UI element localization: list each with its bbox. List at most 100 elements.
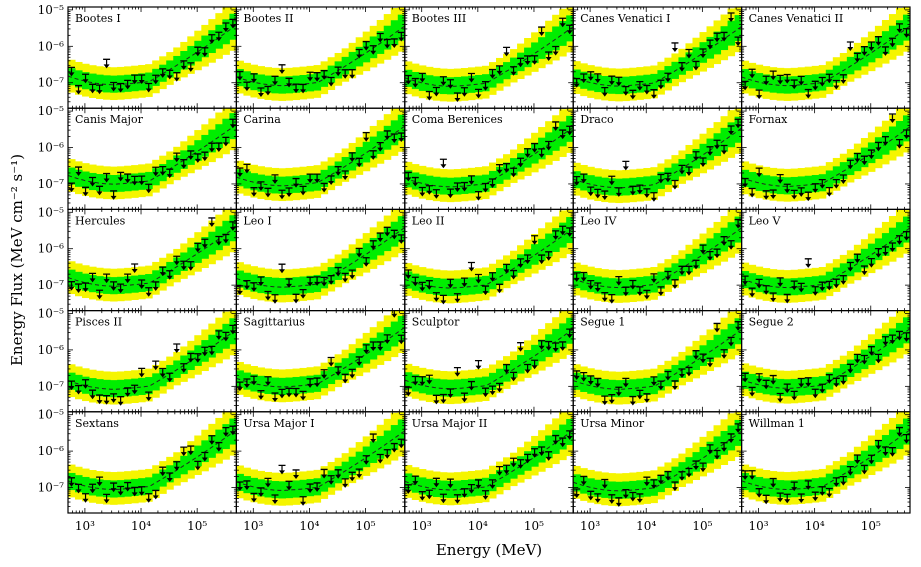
upper-limit-marker	[566, 328, 574, 339]
upper-limit-marker	[783, 383, 791, 394]
upper-limit-marker	[103, 273, 111, 284]
upper-limit-marker	[587, 375, 595, 385]
sigma1-band-bin	[355, 248, 364, 268]
sigma1-band-bin	[755, 476, 764, 495]
upper-limit-marker	[524, 148, 532, 158]
x-tick-label: 10⁴	[636, 519, 656, 533]
upper-limit-marker	[117, 82, 125, 93]
upper-limit-marker	[397, 438, 405, 449]
panel-canes-venatici-ii: Canes Venatici II	[740, 6, 911, 109]
upper-limit-marker	[727, 125, 735, 135]
upper-limit-marker	[839, 375, 847, 385]
upper-limit-marker	[496, 164, 504, 174]
upper-limit-marker	[383, 449, 391, 459]
upper-limit-marker	[545, 140, 553, 151]
upper-limit-marker	[313, 72, 321, 82]
upper-limit-marker	[762, 75, 770, 86]
panel-ursa-minor: Ursa Minor	[572, 411, 743, 514]
upper-limit-marker	[187, 445, 195, 456]
upper-limit-marker	[250, 492, 258, 503]
sigma1-band-bin	[145, 274, 153, 292]
sigma1-band-bin	[685, 154, 693, 173]
sigma1-band-bin	[615, 481, 623, 499]
upper-limit-marker	[608, 394, 616, 404]
sigma1-band-bin	[594, 74, 602, 93]
upper-limit-marker	[390, 442, 398, 453]
upper-limit-marker	[334, 166, 342, 176]
upper-limit-marker	[629, 279, 637, 290]
panel-ticks	[572, 209, 742, 312]
upper-limit-marker	[685, 48, 693, 59]
upper-limit-marker	[832, 377, 840, 388]
sigma1-band-bin	[769, 479, 778, 497]
sigma1-band-bin	[769, 75, 778, 93]
upper-limit-marker	[383, 226, 391, 237]
upper-limit-marker	[278, 464, 286, 475]
upper-limit-marker	[524, 55, 532, 65]
sigma1-band-bin	[650, 377, 658, 395]
upper-limit-marker	[531, 142, 539, 153]
sigma1-band-bin	[474, 276, 483, 294]
upper-limit-marker	[860, 155, 868, 166]
upper-limit-marker	[292, 83, 300, 94]
sigma1-band-bin	[390, 20, 399, 46]
upper-limit-marker	[432, 477, 440, 488]
upper-limit-marker	[629, 395, 637, 406]
upper-limit-marker	[404, 269, 412, 280]
sigma1-band-bin	[103, 480, 111, 498]
panel-bootes-ii: Bootes II	[235, 6, 406, 109]
upper-limit-marker	[145, 287, 153, 297]
upper-limit-marker	[362, 131, 370, 142]
upper-limit-marker	[825, 487, 833, 498]
upper-limit-marker	[832, 477, 840, 487]
upper-limit-marker	[510, 167, 518, 178]
sigma1-band-bin	[103, 174, 111, 192]
sigma1-band-bin	[96, 276, 104, 294]
x-tick-label: 10⁵	[356, 519, 376, 533]
upper-limit-marker	[397, 31, 405, 42]
upper-limit-marker	[832, 278, 840, 289]
sigma1-band-bin	[453, 379, 462, 397]
upper-limit-marker	[362, 455, 370, 465]
sigma1-band-bin	[594, 176, 602, 194]
upper-limit-marker	[839, 74, 847, 84]
sigma1-band-bin	[608, 278, 616, 296]
upper-limit-marker	[166, 168, 174, 179]
upper-limit-marker	[699, 244, 707, 255]
upper-limit-marker	[425, 185, 433, 195]
sigma1-band-bin	[755, 375, 764, 393]
upper-limit-marker	[811, 80, 819, 91]
sigma1-band-bin	[320, 169, 329, 187]
upper-limit-marker	[159, 466, 167, 477]
upper-limit-marker	[362, 344, 370, 354]
sigma1-band-bin	[152, 168, 160, 186]
sigma1-band-bin	[888, 126, 897, 151]
panel-ticks	[572, 310, 742, 413]
upper-limit-marker	[860, 354, 868, 365]
sigma1-band-bin	[615, 278, 623, 296]
upper-limit-marker	[552, 230, 560, 240]
upper-limit-marker	[762, 379, 770, 390]
upper-limit-marker	[460, 392, 468, 403]
panel-leo-i: Leo I	[235, 208, 406, 312]
upper-limit-marker	[776, 277, 784, 287]
upper-limit-marker	[348, 269, 356, 280]
sigma1-band-bin	[152, 373, 160, 391]
sigma1-band-bin	[474, 74, 483, 93]
upper-limit-marker	[138, 367, 146, 378]
sigma1-band-bin	[755, 173, 764, 191]
panel-ticks	[67, 411, 237, 514]
upper-limit-marker	[811, 388, 819, 399]
upper-limit-marker	[243, 279, 251, 290]
sigma1-band-bin	[257, 74, 265, 92]
sigma1-band-bin	[243, 71, 251, 89]
upper-limit-marker	[474, 359, 482, 370]
upper-limit-marker	[131, 175, 139, 186]
upper-limit-marker	[278, 189, 286, 200]
upper-limit-marker	[769, 477, 777, 488]
upper-limit-marker	[250, 73, 258, 83]
sigma1-band-bin	[636, 378, 644, 396]
upper-limit-marker	[89, 389, 97, 400]
upper-limit-marker	[783, 183, 791, 194]
upper-limit-marker	[271, 174, 279, 184]
